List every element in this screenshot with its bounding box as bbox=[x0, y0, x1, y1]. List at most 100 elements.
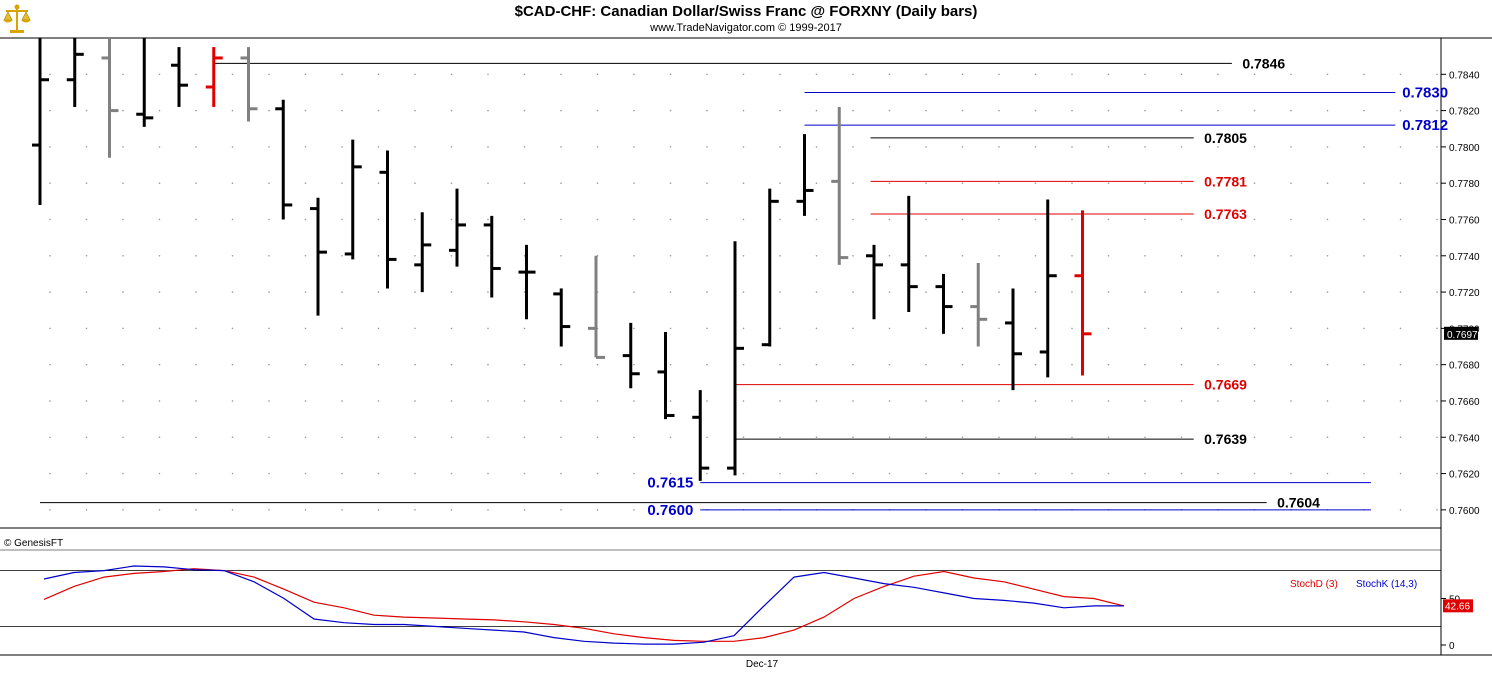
grid-dot bbox=[122, 146, 124, 148]
grid-dot bbox=[1363, 363, 1365, 366]
grid-dot bbox=[1180, 109, 1183, 112]
grid-dot bbox=[1144, 109, 1146, 112]
grid-dot bbox=[377, 73, 380, 76]
y-tick-label: 0.7680 bbox=[1449, 361, 1480, 372]
grid-dot bbox=[815, 327, 818, 330]
grid-dot bbox=[852, 291, 854, 293]
grid-dot bbox=[560, 472, 562, 475]
grid-dot bbox=[779, 254, 781, 257]
grid-dot bbox=[85, 363, 88, 366]
grid-dot bbox=[852, 472, 854, 475]
grid-dot bbox=[1071, 182, 1073, 184]
grid-dot bbox=[450, 327, 453, 330]
grid-dot bbox=[450, 400, 453, 402]
grid-dot bbox=[523, 146, 526, 148]
grid-dot bbox=[961, 218, 964, 221]
grid-dot bbox=[1290, 109, 1292, 112]
grid-dot bbox=[1399, 327, 1402, 330]
grid-dot bbox=[633, 291, 635, 293]
grid-dot bbox=[1399, 254, 1402, 257]
grid-dot bbox=[122, 182, 124, 184]
grid-dot bbox=[1399, 146, 1402, 148]
grid-dot bbox=[852, 109, 854, 112]
grid-dot bbox=[487, 73, 489, 76]
grid-dot bbox=[1180, 73, 1183, 76]
grid-dot bbox=[1253, 472, 1256, 475]
grid-dot bbox=[487, 109, 489, 112]
grid-dot bbox=[925, 182, 927, 184]
grid-dot bbox=[304, 73, 307, 76]
grid-dot bbox=[523, 182, 526, 184]
grid-dot bbox=[487, 146, 489, 148]
grid-dot bbox=[888, 400, 891, 402]
grid-dot bbox=[1290, 218, 1292, 221]
grid-dot bbox=[1326, 109, 1329, 112]
level-label: 0.7846 bbox=[1242, 55, 1285, 71]
stoch-series-line bbox=[43, 568, 1125, 642]
grid-dot bbox=[815, 436, 818, 439]
grid-dot bbox=[85, 509, 88, 511]
grid-dot bbox=[1107, 109, 1110, 112]
grid-dot bbox=[706, 73, 708, 76]
grid-dot bbox=[231, 146, 234, 148]
grid-dot bbox=[414, 509, 416, 511]
grid-dot bbox=[268, 109, 270, 112]
grid-dot bbox=[706, 254, 708, 257]
grid-dot bbox=[450, 73, 453, 76]
level-label: 0.7763 bbox=[1204, 206, 1247, 222]
grid-dot bbox=[669, 218, 672, 221]
grid-dot bbox=[158, 436, 161, 439]
grid-dot bbox=[1290, 472, 1292, 475]
grid-dot bbox=[669, 509, 672, 511]
grid-dot bbox=[669, 73, 672, 76]
grid-dot bbox=[706, 291, 708, 293]
grid-dot bbox=[925, 327, 927, 330]
grid-dot bbox=[49, 146, 51, 148]
grid-dot bbox=[815, 146, 818, 148]
grid-dot bbox=[231, 254, 234, 257]
grid-dot bbox=[231, 363, 234, 366]
grid-dot bbox=[1253, 291, 1256, 293]
grid-dot bbox=[669, 363, 672, 366]
grid-dot bbox=[742, 400, 745, 402]
grid-dot bbox=[414, 73, 416, 76]
grid-dot bbox=[779, 73, 781, 76]
grid-dot bbox=[1180, 436, 1183, 439]
grid-dot bbox=[596, 436, 599, 439]
grid-dot bbox=[706, 218, 708, 221]
grid-dot bbox=[1363, 291, 1365, 293]
grid-dot bbox=[377, 436, 380, 439]
grid-dot bbox=[925, 400, 927, 402]
grid-dot bbox=[888, 254, 891, 257]
grid-dot bbox=[1399, 218, 1402, 221]
grid-dot bbox=[1107, 363, 1110, 366]
level-label: 0.7805 bbox=[1204, 130, 1247, 146]
grid-dot bbox=[377, 291, 380, 293]
grid-dot bbox=[925, 73, 927, 76]
grid-dot bbox=[341, 109, 343, 112]
grid-dot bbox=[961, 363, 964, 366]
grid-dot bbox=[1217, 182, 1219, 184]
grid-dot bbox=[85, 218, 88, 221]
grid-dot bbox=[888, 327, 891, 330]
grid-dot bbox=[1144, 146, 1146, 148]
grid-dot bbox=[560, 509, 562, 511]
grid-dot bbox=[852, 218, 854, 221]
grid-dot bbox=[888, 363, 891, 366]
grid-dot bbox=[231, 109, 234, 112]
grid-dot bbox=[888, 109, 891, 112]
grid-dot bbox=[341, 73, 343, 76]
grid-dot bbox=[633, 363, 635, 366]
grid-dot bbox=[341, 218, 343, 221]
grid-dot bbox=[925, 436, 927, 439]
level-label: 0.7604 bbox=[1277, 495, 1320, 511]
grid-dot bbox=[779, 218, 781, 221]
grid-dot bbox=[1436, 182, 1438, 184]
grid-dot bbox=[1180, 291, 1183, 293]
grid-dot bbox=[268, 254, 270, 257]
grid-dot bbox=[377, 218, 380, 221]
grid-dot bbox=[1363, 400, 1365, 402]
grid-dot bbox=[925, 291, 927, 293]
grid-dot bbox=[85, 146, 88, 148]
grid-dot bbox=[1290, 73, 1292, 76]
